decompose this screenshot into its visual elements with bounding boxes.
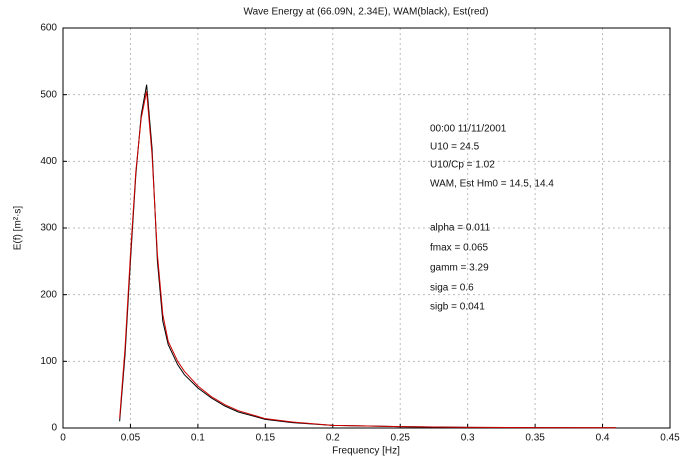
annotation: U10 = 24.5 [430, 142, 480, 153]
y-tick-label: 500 [40, 89, 57, 100]
x-axis-label: Frequency [Hz] [332, 446, 400, 457]
series-line [119, 91, 617, 429]
annotation: alpha = 0.011 [430, 223, 491, 234]
annotation: siga = 0.6 [430, 283, 474, 294]
x-tick-label: 0.4 [596, 433, 610, 444]
series-line [119, 84, 617, 429]
chart-title: Wave Energy at (66.09N, 2.34E), WAM(blac… [244, 7, 489, 18]
annotation: WAM, Est Hm0 = 14.5, 14.4 [430, 179, 554, 190]
y-tick-label: 100 [40, 356, 57, 367]
y-axis-label: E(f) [m²·s] [13, 206, 24, 251]
y-tick-label: 200 [40, 289, 57, 300]
annotation: sigb = 0.041 [430, 302, 485, 313]
x-tick-label: 0.05 [121, 433, 141, 444]
x-tick-label: 0.35 [525, 433, 545, 444]
x-tick-label: 0 [60, 433, 66, 444]
annotation: 00:00 11/11/2001 [430, 124, 507, 135]
annotation: fmax = 0.065 [430, 243, 489, 254]
x-tick-label: 0.3 [461, 433, 475, 444]
y-tick-label: 400 [40, 156, 57, 167]
annotation: gamm = 3.29 [430, 263, 489, 274]
x-tick-label: 0.15 [256, 433, 276, 444]
x-tick-label: 0.45 [660, 433, 680, 444]
y-tick-label: 300 [40, 223, 57, 234]
x-tick-label: 0.2 [326, 433, 340, 444]
x-tick-label: 0.25 [390, 433, 410, 444]
y-tick-label: 0 [51, 423, 57, 434]
y-tick-label: 600 [40, 23, 57, 34]
plot-frame [62, 27, 671, 429]
x-tick-label: 0.1 [191, 433, 205, 444]
annotation: U10/Cp = 1.02 [430, 160, 495, 171]
